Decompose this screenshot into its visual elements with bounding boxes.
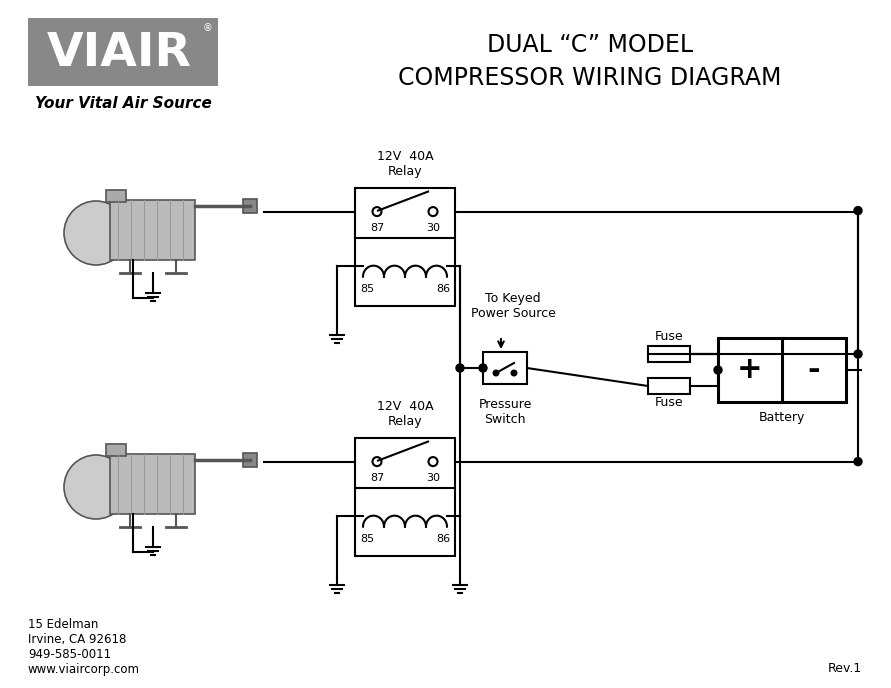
Bar — [355, 438, 455, 556]
Circle shape — [64, 201, 128, 265]
Circle shape — [854, 458, 862, 466]
Bar — [718, 338, 846, 402]
Text: To Keyed
Power Source: To Keyed Power Source — [470, 292, 555, 320]
Text: 86: 86 — [436, 535, 450, 544]
Text: Rev.1: Rev.1 — [828, 663, 862, 676]
Text: 30: 30 — [426, 473, 440, 483]
Text: Pressure
Switch: Pressure Switch — [478, 398, 532, 426]
Circle shape — [494, 370, 499, 376]
Circle shape — [714, 366, 722, 374]
Text: 12V  40A
Relay: 12V 40A Relay — [377, 150, 433, 178]
Bar — [106, 444, 126, 456]
Text: DUAL “C” MODEL: DUAL “C” MODEL — [487, 33, 693, 57]
Bar — [28, 18, 218, 86]
Text: ®: ® — [203, 23, 213, 33]
Text: 87: 87 — [370, 223, 384, 233]
Text: Irvine, CA 92618: Irvine, CA 92618 — [28, 632, 127, 645]
Bar — [110, 200, 195, 260]
Bar — [106, 190, 126, 202]
Text: COMPRESSOR WIRING DIAGRAM: COMPRESSOR WIRING DIAGRAM — [398, 66, 781, 90]
Text: 87: 87 — [370, 473, 384, 483]
Text: -: - — [807, 356, 821, 385]
Bar — [648, 346, 690, 362]
Text: 85: 85 — [360, 284, 374, 294]
Text: Battery: Battery — [759, 411, 805, 424]
Bar — [110, 454, 195, 514]
Text: Your Vital Air Source: Your Vital Air Source — [35, 96, 211, 111]
Circle shape — [64, 455, 128, 519]
Text: 15 Edelman: 15 Edelman — [28, 618, 98, 630]
Bar — [243, 453, 257, 467]
Circle shape — [854, 206, 862, 215]
Circle shape — [854, 350, 862, 358]
Circle shape — [511, 370, 517, 376]
Text: Fuse: Fuse — [655, 396, 683, 409]
Bar — [483, 352, 527, 384]
Circle shape — [456, 364, 464, 372]
Bar — [648, 378, 690, 394]
Text: 86: 86 — [436, 284, 450, 294]
Circle shape — [479, 364, 487, 372]
Bar — [243, 199, 257, 213]
Text: Fuse: Fuse — [655, 330, 683, 343]
Bar — [355, 188, 455, 306]
Text: 12V  40A
Relay: 12V 40A Relay — [377, 400, 433, 428]
Text: 85: 85 — [360, 535, 374, 544]
Text: www.viaircorp.com: www.viaircorp.com — [28, 663, 140, 676]
Text: +: + — [737, 356, 763, 385]
Text: 30: 30 — [426, 223, 440, 233]
Text: 949-585-0011: 949-585-0011 — [28, 647, 111, 660]
Text: VIAIR: VIAIR — [46, 32, 192, 76]
